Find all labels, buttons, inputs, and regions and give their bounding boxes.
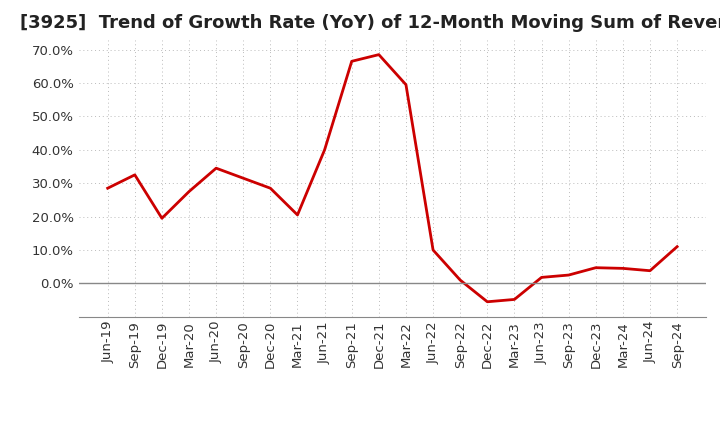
Title: [3925]  Trend of Growth Rate (YoY) of 12-Month Moving Sum of Revenues: [3925] Trend of Growth Rate (YoY) of 12-… (19, 15, 720, 33)
